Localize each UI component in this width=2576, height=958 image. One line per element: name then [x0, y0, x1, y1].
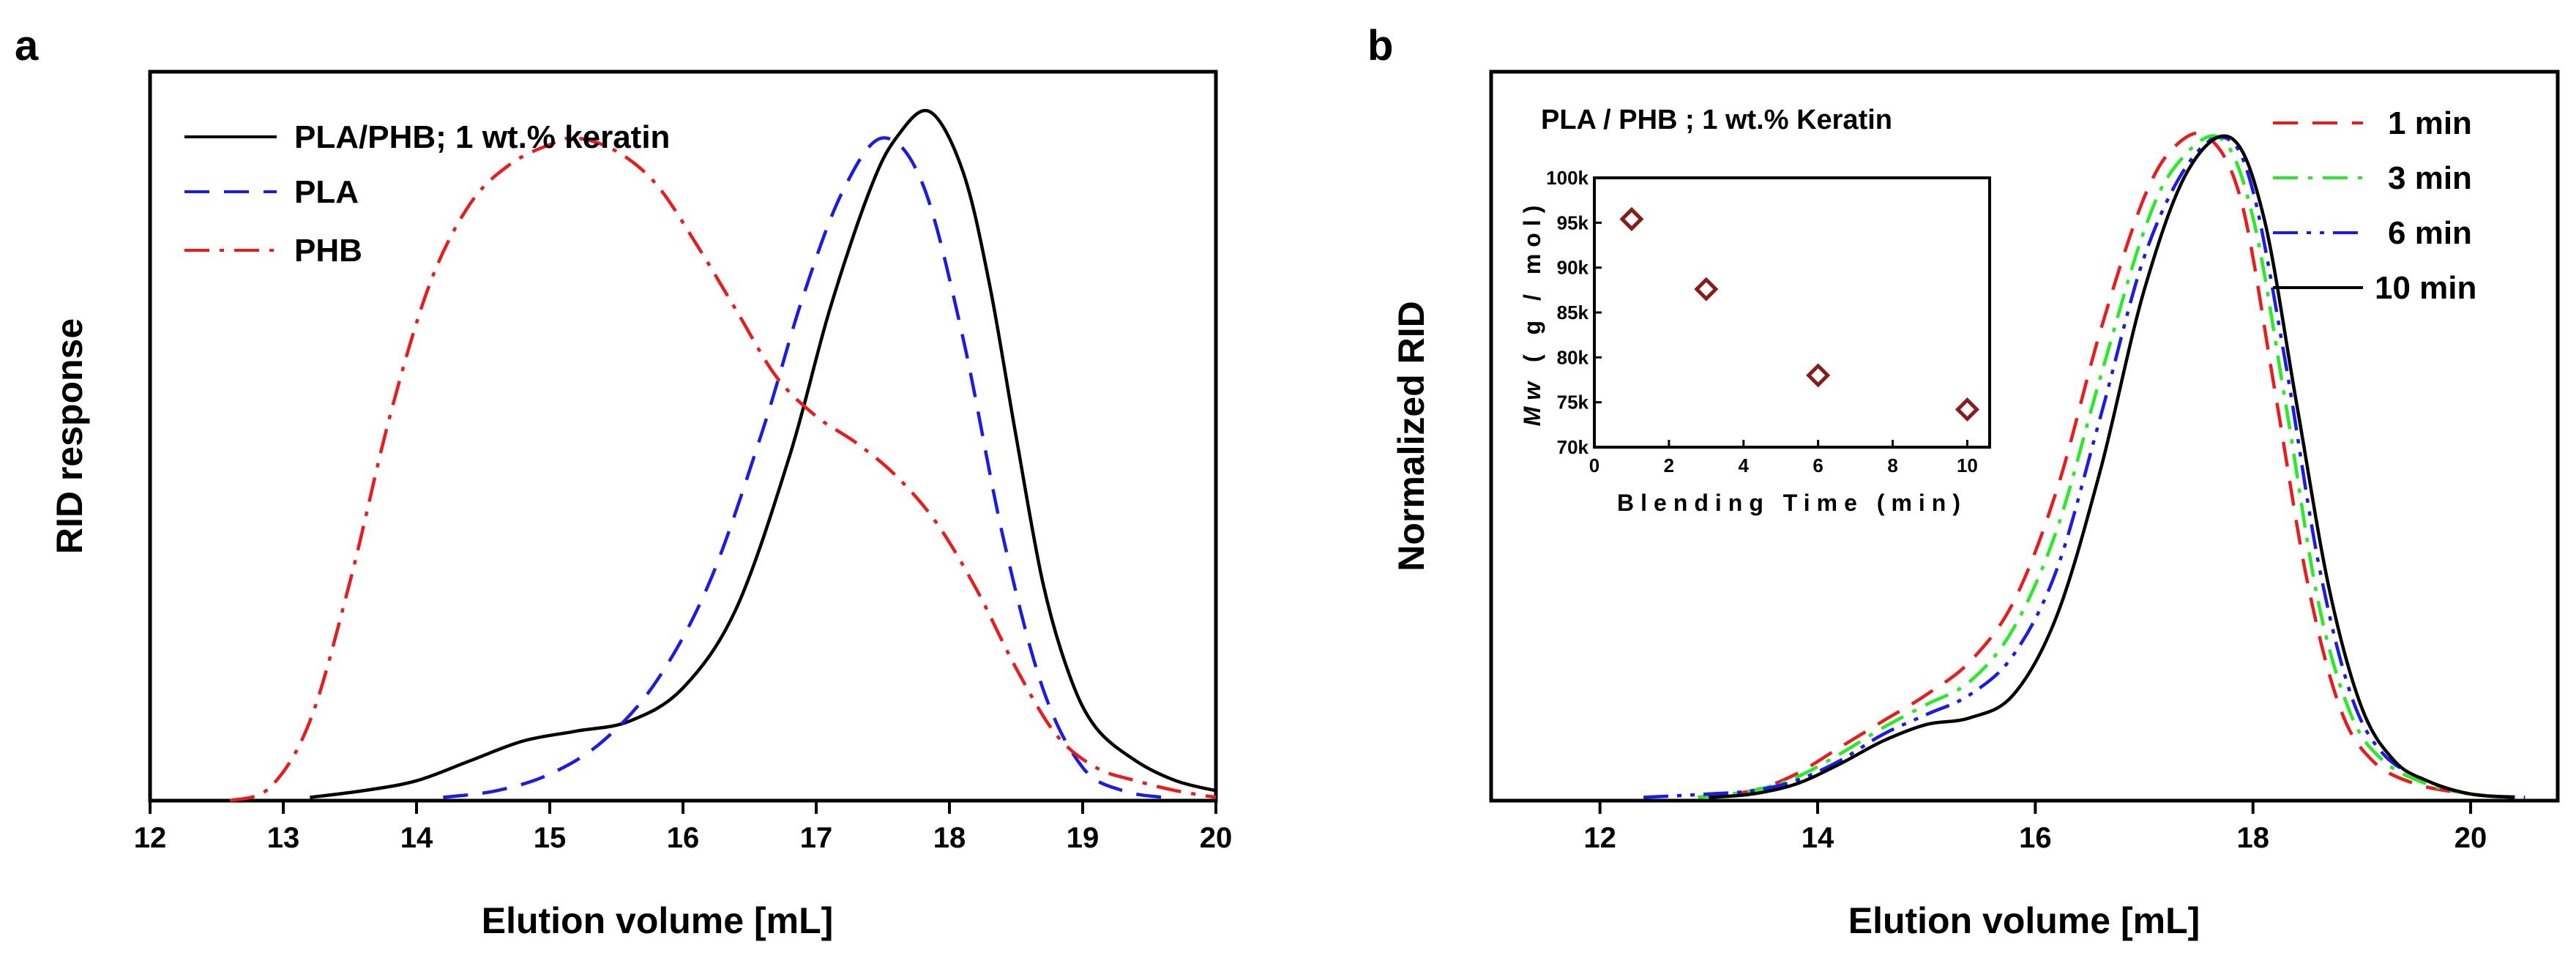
series-line-1-min [1698, 131, 2515, 799]
inset-x-tick-label: 10 [1957, 454, 1978, 476]
y-axis-title-b: Normalized RID [1391, 301, 1432, 572]
inset-heading: PLA / PHB ; 1 wt.% Keratin [1541, 105, 1892, 135]
x-tick-label-a: 19 [1067, 822, 1100, 854]
legend-label-1-min: 1 min [2388, 105, 2472, 141]
inset-y-axis-symbol: Mw [1519, 375, 1545, 427]
legend-a: PLA/PHB; 1 wt.% keratin PLA PHB [184, 119, 670, 269]
inset-frame [1593, 176, 1991, 449]
series-line-10-min [1709, 134, 2515, 799]
inset-points [1619, 206, 1979, 422]
legend-label-phb: PHB [294, 233, 362, 269]
inset-x-tick-label: 0 [1589, 454, 1599, 476]
panel-a: a 12 13 14 15 16 17 18 19 20 Elution volume [mL]… [15, 22, 1232, 941]
inset-data-point [1806, 363, 1831, 388]
legend-label-6-min: 6 min [2388, 215, 2472, 251]
inset-y-tick-label: 85k [1557, 302, 1589, 323]
inset-data-point [1694, 277, 1719, 302]
x-axis-title-b: Elution volume [mL] [1848, 900, 2200, 941]
x-tick-label-a: 16 [667, 822, 700, 854]
legend-label-pla: PLA [294, 174, 359, 210]
x-tick-label-b: 18 [2236, 822, 2269, 854]
panel-a-label: a [15, 22, 39, 70]
series-line-pla [443, 136, 1163, 799]
inset-data-point [1955, 397, 1979, 422]
legend-label-3-min: 3 min [2388, 160, 2472, 196]
series-group-b [1643, 131, 2525, 799]
series-line-pla-phb-1-wt-keratin [310, 108, 1217, 799]
inset-x-axis-title: Blending Time (min) [1617, 490, 1967, 516]
panel-b-label: b [1367, 22, 1393, 70]
legend-label-10-min: 10 min [2375, 270, 2476, 306]
legend-b: 1 min 3 min 6 min 10 min [2273, 105, 2476, 306]
x-axis-b: 12 14 16 18 20 [1583, 801, 2487, 854]
x-tick-label-a: 13 [267, 822, 300, 854]
inset-x-tick-label: 8 [1887, 454, 1897, 476]
x-tick-label-a: 20 [1200, 822, 1233, 854]
series-line-3-min [1698, 134, 2515, 799]
inset-data-point [1619, 206, 1644, 231]
legend-label-pla-phb-keratin: PLA/PHB; 1 wt.% keratin [294, 119, 670, 155]
x-tick-label-a: 12 [134, 822, 167, 854]
y-axis-title-a: RID response [49, 318, 90, 554]
inset-x-tick-label: 6 [1812, 454, 1823, 476]
x-axis-title-a: Elution volume [mL] [482, 900, 834, 941]
inset-x-tick-label: 2 [1664, 454, 1674, 476]
series-line-phb [229, 135, 1217, 803]
inset-y-tick-label: 95k [1557, 212, 1589, 233]
inset-y-axis-title: Mw ( g / mol) [1519, 199, 1545, 427]
inset-x-tick-label: 4 [1739, 454, 1750, 476]
x-tick-label-a: 18 [933, 822, 966, 854]
inset-y-tick-label: 90k [1557, 257, 1589, 279]
x-tick-label-a: 14 [400, 822, 433, 854]
inset-axes: 0 2 4 6 8 10 70k 75k 80k 85k 90k 95k 100k [1546, 167, 1978, 476]
inset-y-tick-label: 100k [1546, 167, 1588, 189]
inset-chart: PLA / PHB ; 1 wt.% Keratin 0 2 4 6 8 10 70k 75k… [1519, 105, 1991, 516]
x-tick-label-a: 17 [800, 822, 833, 854]
x-tick-label-b: 14 [1802, 822, 1834, 854]
x-tick-label-a: 15 [534, 822, 567, 854]
series-group-a [229, 108, 1217, 803]
x-axis-a: 12 13 14 15 16 17 18 19 20 [134, 801, 1233, 854]
inset-y-tick-label: 80k [1557, 346, 1589, 368]
x-tick-label-b: 20 [2454, 822, 2487, 854]
inset-y-tick-label: 75k [1557, 392, 1589, 413]
plot-frame-b [1489, 70, 2560, 803]
inset-y-tick-label: 70k [1557, 436, 1589, 458]
x-tick-label-b: 12 [1583, 822, 1616, 854]
inset-y-axis-unit: ( g / mol) [1519, 199, 1545, 375]
x-tick-label-b: 16 [2019, 822, 2052, 854]
panel-b: b 12 14 16 18 20 Elution volume [mL] Normali… [1367, 22, 2560, 941]
